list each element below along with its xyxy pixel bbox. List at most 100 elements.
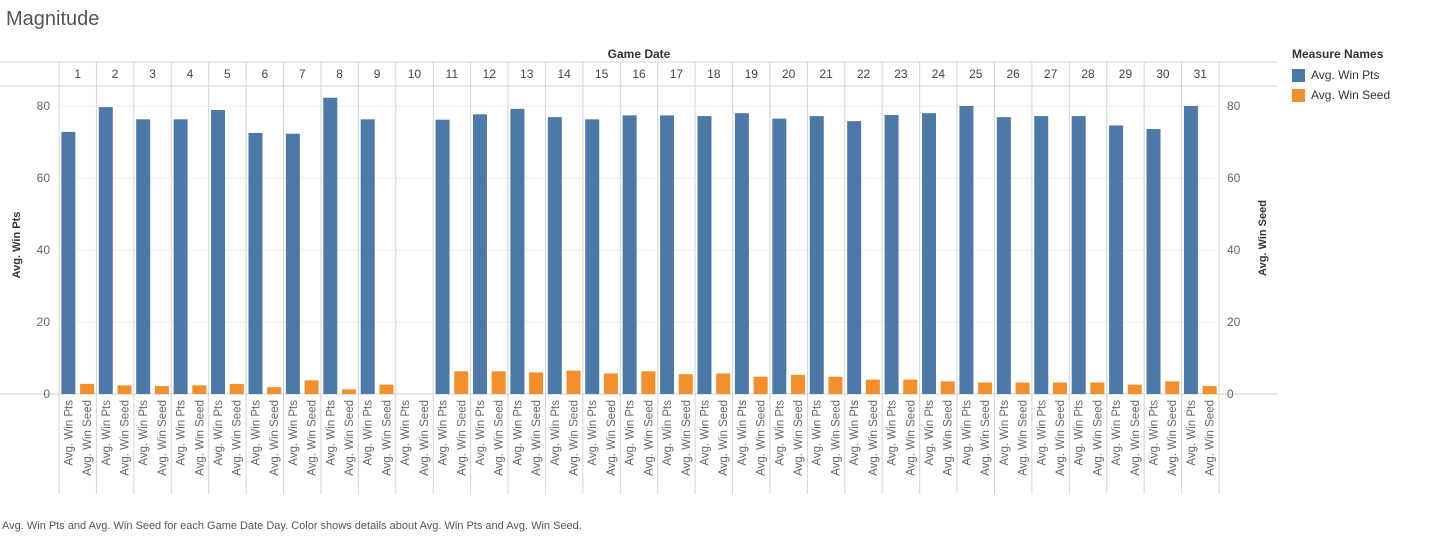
x-tick-label: Avg. Win Pts	[587, 400, 599, 466]
legend: Measure Names Avg. Win Pts Avg. Win Seed	[1292, 47, 1390, 105]
x-tick-label: Avg. Win Pts	[101, 400, 113, 466]
bar-win-pts	[697, 116, 712, 394]
column-label: 8	[336, 67, 343, 81]
column-label: 4	[187, 67, 194, 81]
bar-win-seed	[828, 376, 843, 394]
y-tick-left: 0	[43, 387, 50, 401]
bar-win-seed	[117, 385, 132, 394]
bar-win-pts	[248, 133, 263, 394]
bar-win-pts	[323, 97, 338, 394]
chart-title: Magnitude	[6, 8, 100, 30]
x-tick-label: Avg. Win Pts	[138, 400, 150, 466]
x-tick-label: Avg. Win Seed	[830, 400, 842, 476]
column-header-label: Game Date	[608, 47, 671, 61]
column-label: 13	[520, 67, 534, 81]
x-tick-label: Avg. Win Seed	[943, 400, 955, 476]
bar-win-seed	[304, 380, 319, 394]
x-tick-label: Avg. Win Seed	[82, 400, 94, 476]
x-tick-label: Avg. Win Seed	[531, 400, 543, 476]
x-tick-label: Avg. Win Pts	[475, 400, 487, 466]
legend-label-win-seed: Avg. Win Seed	[1311, 88, 1391, 102]
y-tick-right: 0	[1227, 387, 1234, 401]
bar-win-seed	[1127, 384, 1142, 394]
x-tick-label: Avg. Win Seed	[606, 400, 618, 476]
bar-win-pts	[622, 115, 637, 395]
x-tick-label: Avg. Win Pts	[438, 400, 450, 466]
column-label: 29	[1119, 67, 1133, 81]
x-tick-label: Avg. Win Seed	[793, 400, 805, 476]
legend-item-win-seed[interactable]: Avg. Win Seed	[1292, 85, 1390, 105]
y-tick-right: 20	[1227, 315, 1241, 329]
panel-dividers	[58, 62, 1220, 494]
bar-win-pts	[996, 117, 1011, 394]
column-label: 12	[483, 67, 497, 81]
x-tick-label: Avg. Win Pts	[1036, 400, 1048, 466]
x-tick-label: Avg. Win Pts	[887, 400, 899, 466]
x-tick-label: Avg. Win Pts	[961, 400, 973, 466]
bar-win-pts	[809, 116, 824, 394]
x-tick-label: Avg. Win Seed	[381, 400, 393, 476]
x-tick-label: Avg. Win Pts	[1074, 400, 1086, 466]
x-tick-label: Avg. Win Seed	[643, 400, 655, 476]
bar-win-seed	[491, 371, 506, 394]
x-tick-label: Avg. Win Pts	[737, 400, 749, 466]
x-tick-label: Avg. Win Pts	[849, 400, 861, 466]
bar-win-pts	[847, 121, 862, 395]
bar-win-pts	[547, 117, 562, 394]
bar-win-pts	[1146, 129, 1161, 395]
bar-win-pts	[472, 114, 487, 394]
column-label: 24	[932, 67, 946, 81]
y-tick-right: 60	[1227, 171, 1241, 185]
x-tick-label: Avg. Win Seed	[681, 400, 693, 476]
x-tick-label: Avg. Win Seed	[905, 400, 917, 476]
x-tick-label: Avg. Win Pts	[288, 400, 300, 466]
column-label: 25	[969, 67, 983, 81]
chart-caption: Avg. Win Pts and Avg. Win Seed for each …	[2, 520, 582, 532]
column-labels: 1 2 3 4 5 6 7 8 9 10 11 12 13 14 15 16 17 18 19 20 21 22 23 24 2…	[74, 67, 1207, 81]
gridlines	[0, 61, 1278, 395]
x-tick-label: Avg. Win Seed	[194, 400, 206, 476]
bar-win-seed	[716, 373, 731, 394]
x-tick-label: Avg. Win Seed	[456, 400, 468, 476]
bar-win-seed	[1052, 382, 1067, 394]
bar-win-pts	[1034, 116, 1049, 394]
column-label: 11	[446, 67, 459, 81]
bar-win-seed	[865, 379, 880, 394]
column-label: 2	[112, 67, 119, 81]
bar-win-pts	[211, 109, 226, 395]
x-labels: Avg. Win Pts Avg. Win Seed Avg. Win Pts Avg…	[63, 400, 1216, 476]
bar-win-seed	[379, 384, 394, 394]
y-tick-left: 60	[37, 171, 51, 185]
bar-win-pts	[61, 131, 76, 395]
y-ticks: 0 0 20 20 40 40 60 60 80 80	[37, 99, 1241, 401]
bar-win-seed	[229, 383, 244, 394]
bar-win-pts	[959, 106, 974, 394]
bar-win-seed	[903, 379, 918, 394]
bars	[61, 97, 1217, 395]
column-label: 10	[408, 67, 422, 81]
legend-swatch-win-seed	[1292, 88, 1305, 102]
column-label: 16	[632, 67, 646, 81]
bar-win-seed	[1202, 386, 1217, 394]
x-tick-label: Avg. Win Seed	[307, 400, 319, 476]
column-label: 19	[745, 67, 759, 81]
bar-win-seed	[641, 371, 656, 394]
x-tick-label: Avg. Win Seed	[868, 400, 880, 476]
bar-win-seed	[753, 376, 768, 394]
bar-win-pts	[98, 107, 113, 394]
legend-swatch-win-pts	[1292, 68, 1305, 82]
column-label: 23	[894, 67, 908, 81]
bar-win-seed	[678, 374, 693, 394]
x-tick-label: Avg. Win Seed	[419, 400, 431, 476]
bar-win-seed	[791, 374, 806, 394]
bar-win-pts	[772, 118, 787, 394]
bar-win-pts	[734, 113, 749, 394]
x-tick-label: Avg. Win Pts	[176, 400, 188, 466]
column-label: 3	[149, 67, 156, 81]
bar-win-seed	[978, 382, 993, 394]
column-label: 30	[1156, 67, 1170, 81]
x-tick-label: Avg. Win Seed	[1167, 400, 1179, 476]
legend-label-win-pts: Avg. Win Pts	[1311, 68, 1380, 82]
legend-item-win-pts[interactable]: Avg. Win Pts	[1292, 65, 1390, 85]
bar-win-seed	[603, 373, 618, 394]
